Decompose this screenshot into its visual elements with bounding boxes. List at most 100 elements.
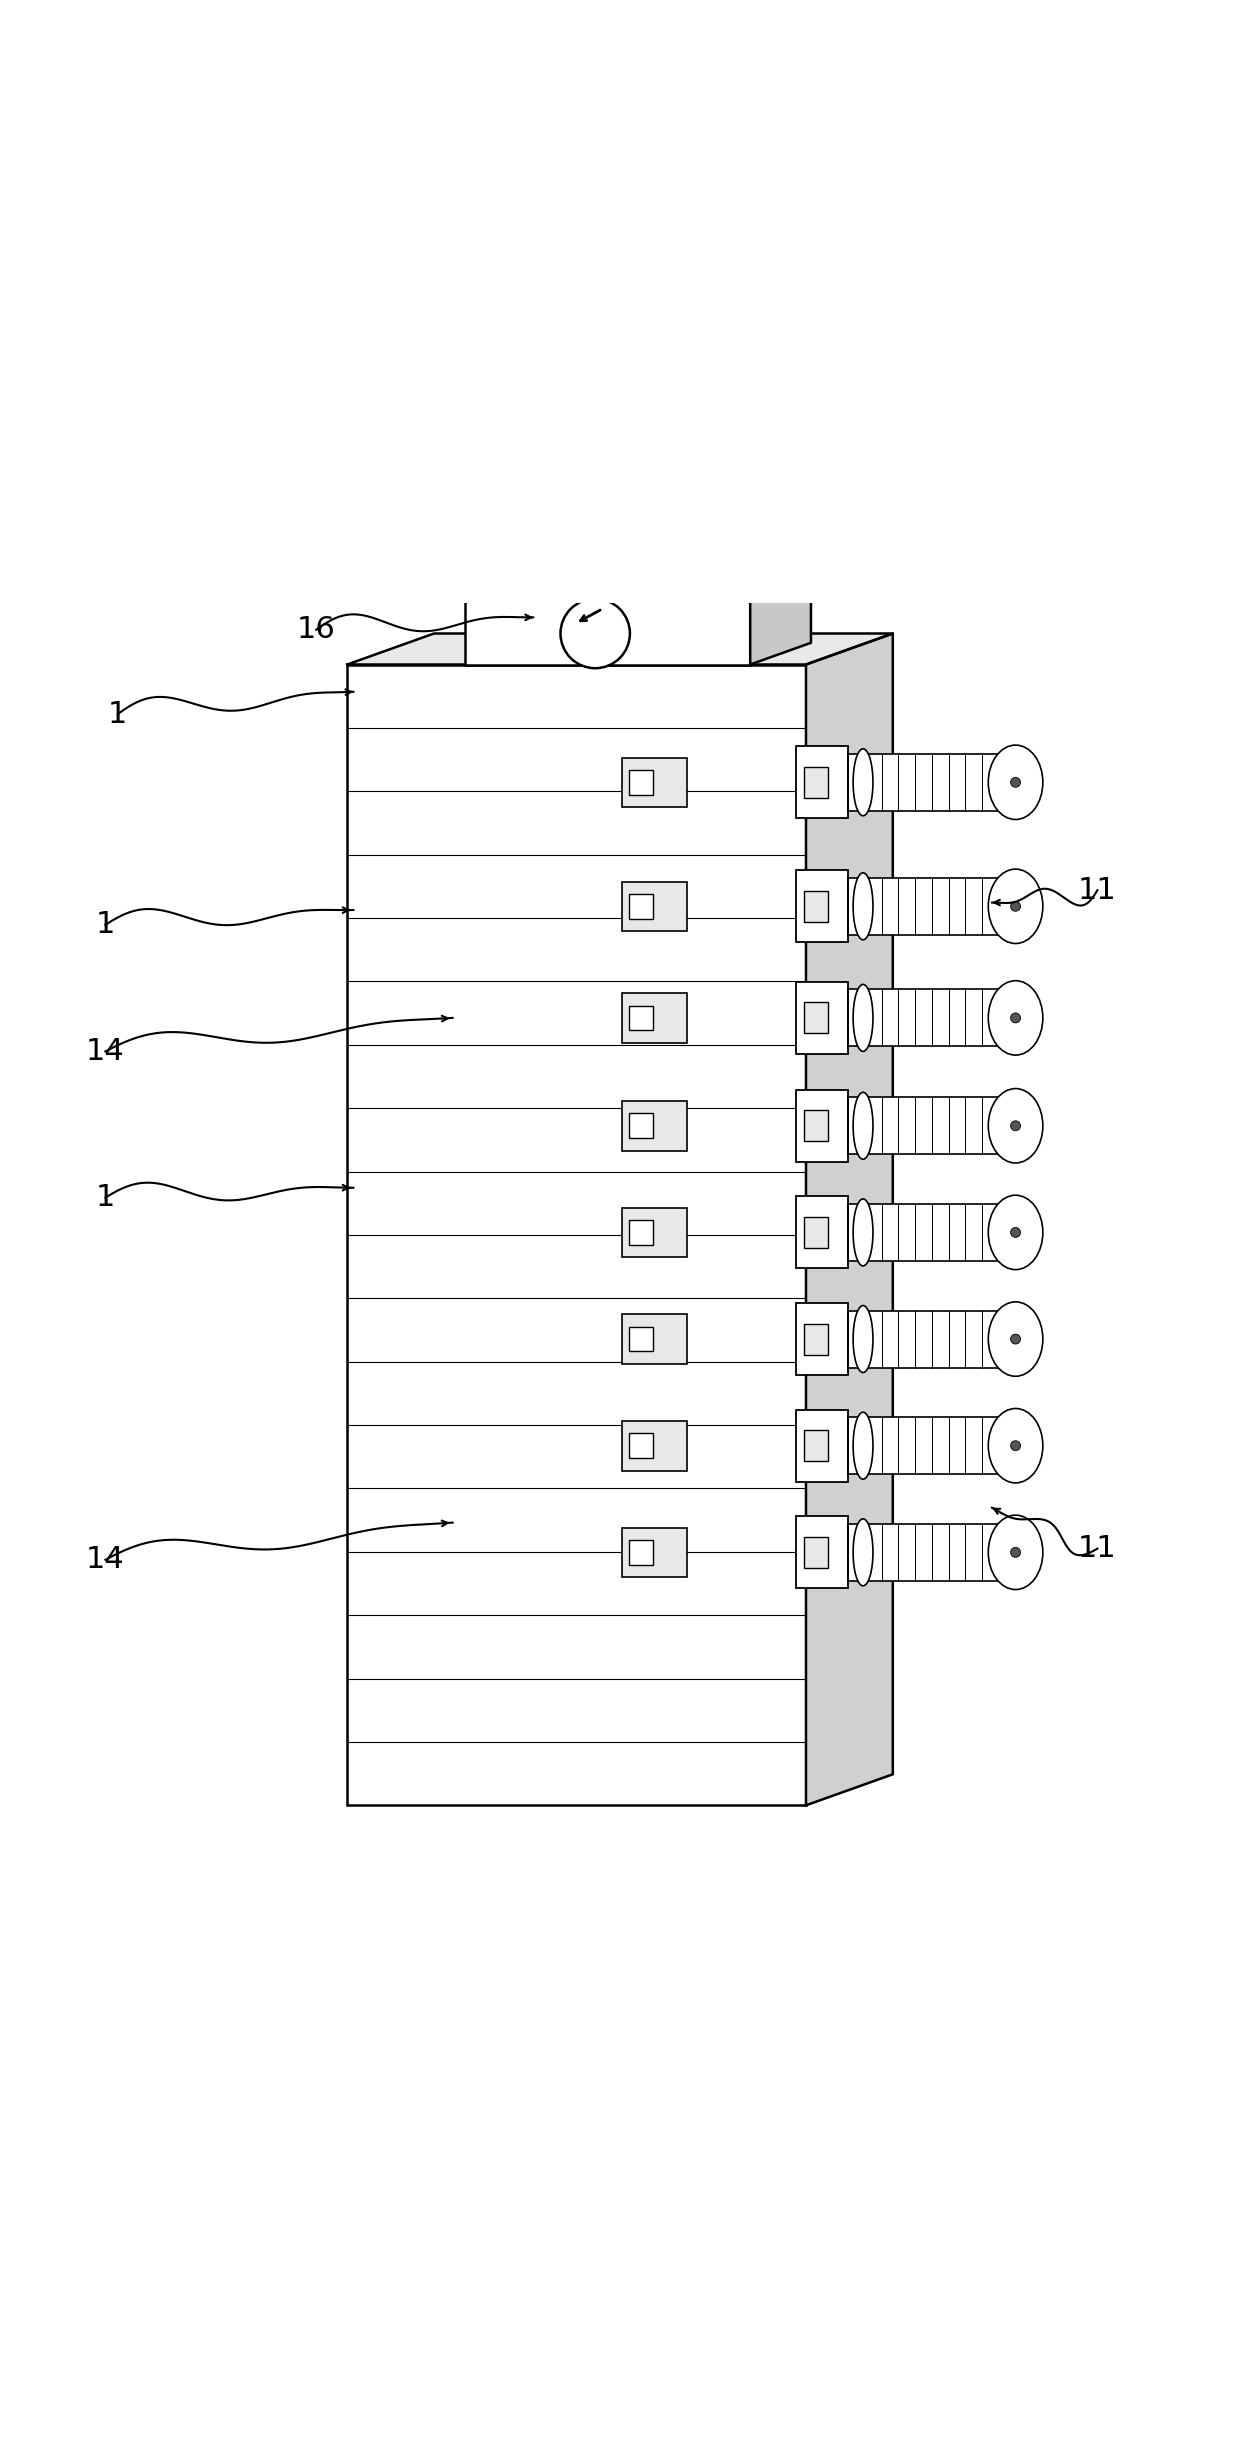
Ellipse shape: [825, 1098, 859, 1154]
Text: 11: 11: [1078, 875, 1117, 905]
Ellipse shape: [996, 990, 1035, 1044]
Ellipse shape: [996, 1418, 1035, 1472]
Ellipse shape: [996, 880, 1035, 934]
Circle shape: [1011, 902, 1021, 912]
Bar: [804, 1110, 828, 1142]
Bar: [804, 1538, 828, 1567]
Ellipse shape: [1002, 1000, 1029, 1037]
Ellipse shape: [988, 1516, 1043, 1589]
Bar: [622, 1315, 687, 1364]
Bar: [848, 753, 1016, 812]
Bar: [796, 1516, 848, 1589]
Bar: [622, 1528, 687, 1577]
Text: 1: 1: [95, 910, 115, 939]
Ellipse shape: [825, 990, 859, 1046]
Bar: [804, 1218, 828, 1247]
Bar: [848, 1098, 1016, 1154]
Polygon shape: [806, 633, 893, 1804]
Circle shape: [1011, 778, 1021, 787]
Ellipse shape: [1008, 1543, 1023, 1562]
Bar: [796, 1196, 848, 1269]
Bar: [629, 1220, 653, 1245]
Bar: [796, 870, 848, 941]
Text: 14: 14: [86, 1545, 125, 1575]
Bar: [629, 895, 653, 919]
Ellipse shape: [1008, 897, 1023, 917]
Ellipse shape: [853, 1413, 873, 1479]
Ellipse shape: [825, 878, 859, 934]
Bar: [629, 1433, 653, 1457]
Circle shape: [1011, 1120, 1021, 1130]
Ellipse shape: [996, 756, 1035, 809]
Ellipse shape: [1002, 1320, 1029, 1357]
Ellipse shape: [988, 1196, 1043, 1269]
Bar: [804, 890, 828, 922]
Ellipse shape: [988, 868, 1043, 944]
Polygon shape: [465, 575, 811, 597]
Bar: [848, 1523, 1016, 1582]
Bar: [622, 1100, 687, 1152]
Text: 1: 1: [95, 1183, 115, 1213]
Ellipse shape: [825, 1311, 859, 1367]
Bar: [347, 665, 806, 1804]
Bar: [629, 1005, 653, 1029]
Ellipse shape: [996, 1313, 1035, 1367]
Bar: [804, 768, 828, 797]
Bar: [804, 1323, 828, 1355]
Ellipse shape: [1002, 1428, 1029, 1465]
Ellipse shape: [1002, 888, 1029, 924]
Ellipse shape: [853, 1198, 873, 1267]
Circle shape: [1011, 1012, 1021, 1022]
Polygon shape: [347, 633, 893, 665]
Bar: [848, 1418, 1016, 1474]
Text: 16: 16: [296, 616, 336, 645]
Bar: [804, 1002, 828, 1034]
Text: 14: 14: [86, 1037, 125, 1066]
Bar: [796, 983, 848, 1054]
Ellipse shape: [1002, 765, 1029, 800]
Ellipse shape: [825, 1418, 859, 1474]
Text: 11: 11: [1078, 1533, 1117, 1562]
Bar: [622, 1421, 687, 1469]
Ellipse shape: [988, 1301, 1043, 1377]
Text: 1: 1: [108, 699, 128, 729]
Ellipse shape: [996, 1205, 1035, 1259]
Bar: [796, 1090, 848, 1161]
Ellipse shape: [996, 1098, 1035, 1152]
Bar: [796, 746, 848, 819]
Ellipse shape: [853, 1518, 873, 1587]
Ellipse shape: [825, 1205, 859, 1259]
Ellipse shape: [1008, 1007, 1023, 1027]
Ellipse shape: [1002, 1108, 1029, 1144]
Ellipse shape: [1002, 1215, 1029, 1249]
Ellipse shape: [853, 1306, 873, 1372]
Circle shape: [1011, 1227, 1021, 1237]
Ellipse shape: [1008, 1435, 1023, 1455]
Ellipse shape: [1008, 1222, 1023, 1242]
Ellipse shape: [1008, 1330, 1023, 1350]
Ellipse shape: [988, 1408, 1043, 1484]
Ellipse shape: [1008, 1115, 1023, 1134]
Ellipse shape: [988, 1088, 1043, 1164]
Ellipse shape: [988, 746, 1043, 819]
Polygon shape: [750, 575, 811, 665]
Ellipse shape: [1008, 773, 1023, 792]
Ellipse shape: [853, 1093, 873, 1159]
Bar: [629, 1112, 653, 1139]
Ellipse shape: [853, 873, 873, 939]
Circle shape: [1011, 1548, 1021, 1557]
Bar: [848, 990, 1016, 1046]
Ellipse shape: [825, 1523, 859, 1579]
Bar: [622, 1208, 687, 1257]
Bar: [629, 770, 653, 795]
Ellipse shape: [825, 756, 859, 809]
Bar: [848, 1203, 1016, 1262]
Bar: [804, 1430, 828, 1462]
Circle shape: [560, 599, 630, 667]
Bar: [622, 758, 687, 807]
Bar: [465, 597, 750, 665]
Ellipse shape: [853, 985, 873, 1051]
Bar: [629, 1540, 653, 1565]
Circle shape: [1011, 1440, 1021, 1450]
Ellipse shape: [853, 748, 873, 817]
